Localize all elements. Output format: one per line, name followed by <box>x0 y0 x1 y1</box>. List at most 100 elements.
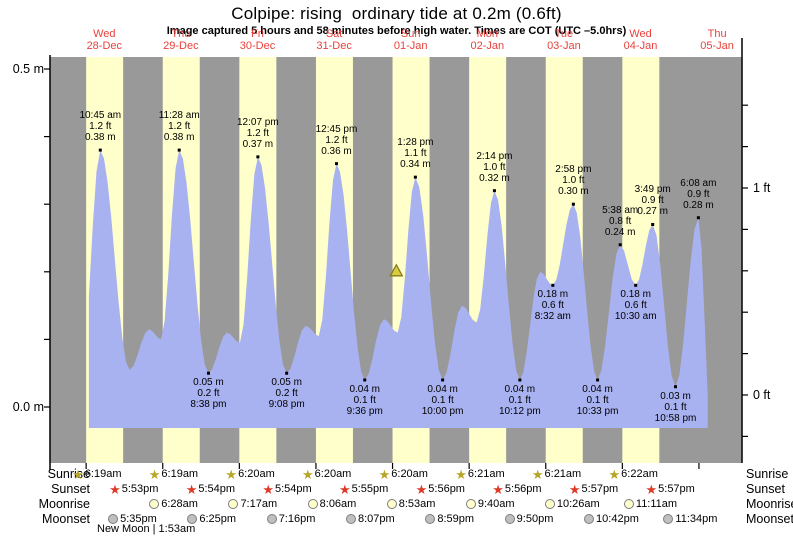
sunrise-star: ★ <box>608 466 621 482</box>
sunset-entry: ★ 5:54pm <box>185 481 235 497</box>
annotation-line: 1.2 ft <box>89 121 112 133</box>
tide-area-curve <box>88 150 708 428</box>
sunrise-star: ★ <box>225 466 238 482</box>
astro-time: 5:57pm <box>658 483 695 495</box>
day-label-line: 31-Dec <box>316 39 352 52</box>
annotation-line: 10:33 pm <box>576 405 619 417</box>
astro-time: 5:56pm <box>504 483 542 495</box>
high-tide-annotation: 1:28 pm 1.1 ft 0.34 m <box>383 137 447 170</box>
sunset-entry: ★ 5:56pm <box>492 483 542 496</box>
moonset-entry: 11:34pm <box>663 513 717 525</box>
annotation-line: 0.34 m <box>400 159 431 171</box>
astro-row-label-left: Moonset <box>42 512 90 526</box>
annotation-line: 2:14 pm <box>476 150 513 162</box>
astro-time: 6:19am <box>84 468 122 480</box>
annotation-line: 0.6 ft <box>541 300 564 312</box>
tide-extreme-dot <box>518 378 522 382</box>
sunrise-entry: ★ 6:19am <box>149 468 198 481</box>
annotation-line: 0.05 m <box>271 377 302 389</box>
day-label-line: 29-Dec <box>163 39 199 52</box>
annotation-line: 11:28 am <box>158 110 200 122</box>
moonrise-entry: 6:28am <box>149 498 198 510</box>
low-tide-annotation: 0.03 m 0.1 ft 10:58 pm <box>644 391 708 424</box>
annotation-line: 0.18 m <box>620 289 651 301</box>
moonrise-entry: 7:17am <box>228 498 277 510</box>
annotation-line: 1.2 ft <box>168 121 191 133</box>
moonset-entry: 10:42pm <box>584 513 639 525</box>
moonset-circle <box>266 514 277 524</box>
astro-time: 5:57pm <box>581 483 619 495</box>
annotation-line: 10:45 am <box>79 110 122 122</box>
annotation-line: 0.38 m <box>85 132 116 144</box>
moonset-circle <box>346 514 356 524</box>
moonrise-circle <box>307 499 318 509</box>
astro-time: 6:28am <box>161 498 198 510</box>
sunset-entry: ★ 5:56pm <box>416 483 465 496</box>
high-tide-annotation: 12:07 pm 1.2 ft 0.37 m <box>226 117 290 150</box>
tide-extreme-dot <box>285 371 289 375</box>
sunrise-entry: ★ 6:20am <box>378 466 428 482</box>
sunset-entry: ★ 5:57pm <box>645 483 695 496</box>
tide-extreme-dot <box>413 175 417 179</box>
annotation-line: 0.04 m <box>427 383 458 395</box>
astro-time: 11:11am <box>635 498 678 510</box>
moonrise-circle <box>386 499 397 509</box>
astro-time: 6:20am <box>314 468 352 480</box>
astro-time: 9:40am <box>477 498 515 510</box>
tide-extreme-dot <box>363 378 367 382</box>
high-tide-annotation: 10:45 am 1.2 ft 0.38 m <box>68 110 132 143</box>
tide-extreme-dot <box>651 222 655 226</box>
tide-extreme-dot <box>634 283 638 287</box>
annotation-line: 0.8 ft <box>609 215 632 227</box>
moonrise-circle <box>149 499 160 509</box>
low-tide-annotation: 0.04 m 0.1 ft 9:36 pm <box>333 384 397 417</box>
day-label-line: 02-Jan <box>470 39 505 52</box>
sunrise-entry: ★ 6:21am <box>455 468 504 481</box>
astro-time: 7:16pm <box>278 513 316 525</box>
chart-title: Colpipe: rising ordinary tide at 0.2m (0… <box>231 4 562 23</box>
day-label-line: 04-Jan <box>623 39 658 52</box>
annotation-line: 0.9 ft <box>687 188 710 200</box>
sunset-entry: ★ 5:55pm <box>339 483 388 496</box>
moonrise-entry: 8:53am <box>386 498 436 510</box>
moonrise-circle <box>228 499 239 509</box>
sunset-star: ★ <box>185 481 198 497</box>
astro-row-label-right: Sunset <box>746 482 785 496</box>
annotation-line: 0.04 m <box>504 383 536 395</box>
annotation-line: 8:38 pm <box>190 399 227 411</box>
moonset-circle <box>425 514 436 524</box>
annotation-line: 1:28 pm <box>397 137 434 149</box>
annotation-line: 10:12 pm <box>498 405 541 417</box>
moonset-entry: 5:35pm <box>108 513 157 525</box>
astro-row-label-right: Moonset <box>746 512 793 526</box>
moonset-entry: 6:25pm <box>187 513 236 525</box>
astro-time: 6:21am <box>544 468 582 480</box>
astro-time: 5:54pm <box>274 483 312 495</box>
annotation-line: 1.0 ft <box>562 175 585 187</box>
annotation-line: 12:07 pm <box>237 116 279 128</box>
moonrise-entry: 9:40am <box>465 498 515 510</box>
astro-time: 6:20am <box>238 468 275 480</box>
sunrise-star: ★ <box>378 466 391 482</box>
astro-time: 8:53am <box>398 498 436 510</box>
low-tide-annotation: 0.04 m 0.1 ft 10:12 pm <box>488 384 552 417</box>
annotation-line: 0.38 m <box>163 132 195 144</box>
high-tide-annotation: 2:14 pm 1.0 ft 0.32 m <box>462 151 526 184</box>
tide-extreme-dot <box>674 385 678 389</box>
low-tide-annotation: 0.04 m 0.1 ft 10:33 pm <box>566 384 630 417</box>
moonrise-entry: 8:06am <box>307 498 357 510</box>
chart-subtitle: Image captured 5 hours and 58 minutes be… <box>166 25 627 37</box>
annotation-line: 0.36 m <box>321 145 352 157</box>
astro-time: 8:06am <box>319 498 357 510</box>
moonset-circle <box>504 514 515 524</box>
moonset-entry: 8:07pm <box>346 513 395 525</box>
astro-time: 6:25pm <box>199 513 237 525</box>
moonrise-entry: 11:11am <box>623 498 678 510</box>
annotation-line: 0.28 m <box>683 199 714 211</box>
tide-extreme-dot <box>98 148 102 152</box>
annotation-line: 0.2 ft <box>197 388 220 400</box>
high-tide-annotation: 6:08 am 0.9 ft 0.28 m <box>666 178 730 211</box>
astro-time: 6:22am <box>621 468 658 480</box>
day-label-line: 01-Jan <box>393 39 428 52</box>
